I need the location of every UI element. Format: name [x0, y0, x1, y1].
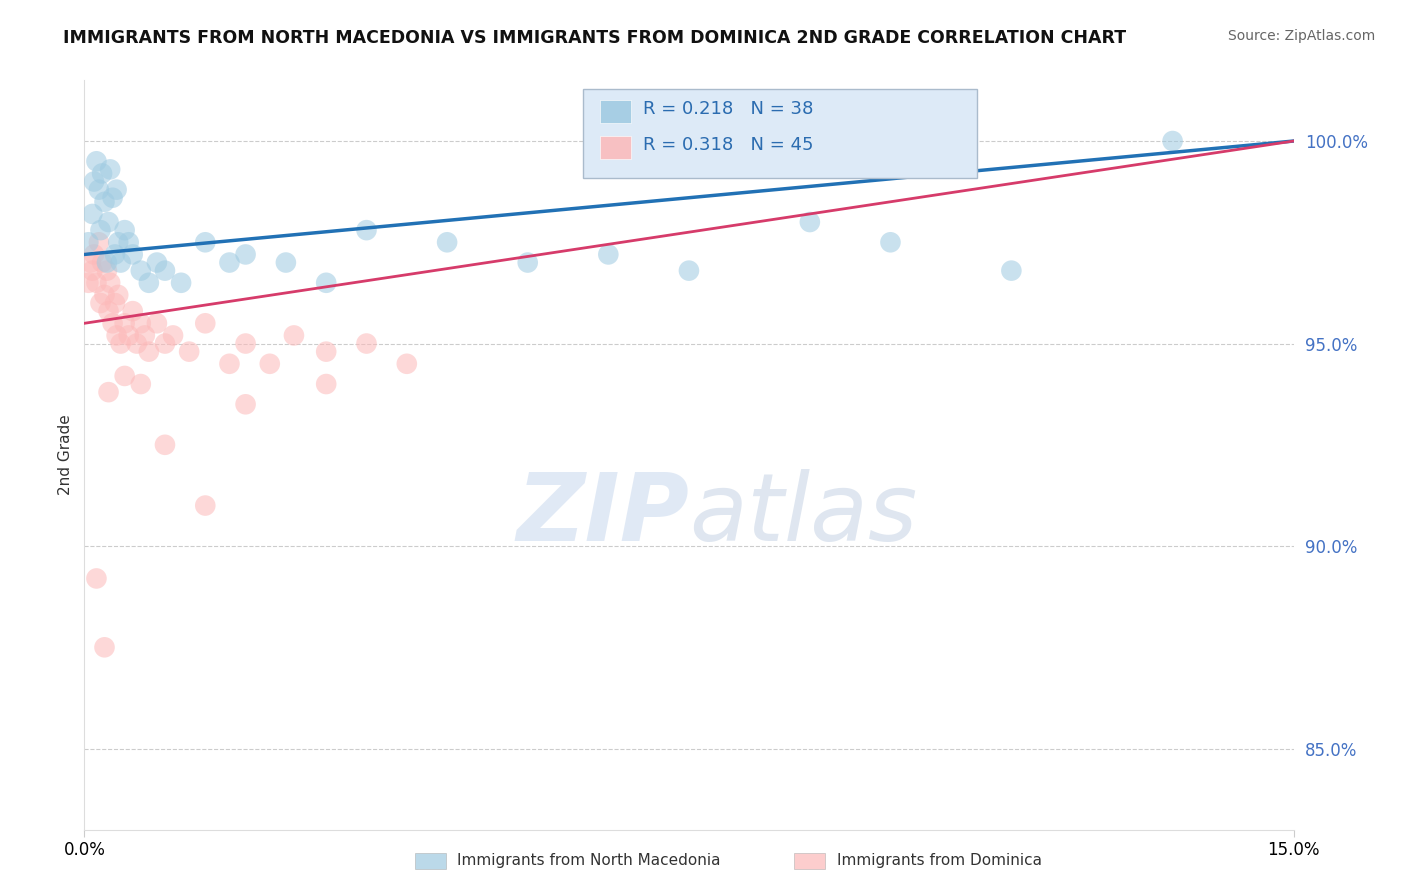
Point [194, 316, 217, 330]
Text: ZIP: ZIP [516, 469, 689, 561]
Point [356, 223, 378, 237]
Point [134, 328, 156, 343]
Point [114, 223, 136, 237]
Point [598, 247, 620, 261]
Point [83, 175, 105, 189]
Point [153, 336, 176, 351]
Point [110, 255, 132, 269]
Point [118, 328, 141, 343]
Point [235, 336, 257, 351]
Point [153, 263, 176, 277]
Text: Source: ZipAtlas.com: Source: ZipAtlas.com [1227, 29, 1375, 43]
Point [129, 263, 152, 277]
Point [678, 263, 700, 277]
Point [91, 166, 114, 180]
Point [315, 344, 337, 359]
Point [125, 336, 148, 351]
Point [259, 357, 281, 371]
Point [146, 255, 169, 269]
Point [235, 247, 257, 261]
Text: IMMIGRANTS FROM NORTH MACEDONIA VS IMMIGRANTS FROM DOMINICA 2ND GRADE CORRELATIO: IMMIGRANTS FROM NORTH MACEDONIA VS IMMIG… [63, 29, 1126, 46]
Point [283, 328, 305, 343]
Point [799, 215, 821, 229]
Point [105, 183, 128, 197]
Point [315, 377, 337, 392]
Point [356, 336, 378, 351]
Y-axis label: 2nd Grade: 2nd Grade [58, 415, 73, 495]
Point [118, 235, 141, 250]
Point [170, 276, 193, 290]
Point [114, 368, 136, 383]
Point [93, 640, 115, 655]
Point [77, 276, 100, 290]
Point [110, 336, 132, 351]
Point [77, 235, 100, 250]
Point [98, 276, 121, 290]
Point [82, 263, 104, 277]
Point [96, 255, 118, 269]
Point [80, 255, 103, 269]
Point [194, 235, 217, 250]
Point [97, 304, 120, 318]
Text: Immigrants from Dominica: Immigrants from Dominica [837, 854, 1042, 868]
Point [96, 263, 118, 277]
Point [179, 344, 201, 359]
Point [104, 296, 127, 310]
Point [114, 316, 136, 330]
Point [101, 316, 124, 330]
Point [274, 255, 297, 269]
Point [218, 357, 240, 371]
Point [218, 255, 240, 269]
Point [121, 247, 143, 261]
Point [86, 571, 108, 585]
Point [121, 304, 143, 318]
Point [101, 191, 124, 205]
Point [138, 344, 160, 359]
Point [138, 276, 160, 290]
Point [1161, 134, 1184, 148]
Point [98, 162, 121, 177]
Point [194, 499, 217, 513]
Point [395, 357, 418, 371]
Point [97, 215, 120, 229]
Point [235, 397, 257, 411]
Point [129, 316, 152, 330]
Text: R = 0.218   N = 38: R = 0.218 N = 38 [643, 100, 813, 118]
Point [107, 235, 129, 250]
Point [82, 207, 104, 221]
Point [93, 288, 115, 302]
Point [105, 328, 128, 343]
Text: Immigrants from North Macedonia: Immigrants from North Macedonia [457, 854, 720, 868]
Text: R = 0.318   N = 45: R = 0.318 N = 45 [643, 136, 813, 153]
Point [315, 276, 337, 290]
Point [436, 235, 458, 250]
Point [153, 438, 176, 452]
Point [516, 255, 538, 269]
Point [93, 194, 115, 209]
Point [107, 288, 129, 302]
Point [879, 235, 901, 250]
Point [87, 235, 110, 250]
Point [83, 247, 105, 261]
Point [86, 154, 108, 169]
Point [146, 316, 169, 330]
Point [129, 377, 152, 392]
Point [87, 183, 110, 197]
Point [162, 328, 184, 343]
Point [86, 276, 108, 290]
Text: atlas: atlas [689, 469, 917, 560]
Point [97, 385, 120, 400]
Point [91, 255, 114, 269]
Point [89, 223, 111, 237]
Point [104, 247, 127, 261]
Point [1000, 263, 1022, 277]
Point [89, 296, 111, 310]
